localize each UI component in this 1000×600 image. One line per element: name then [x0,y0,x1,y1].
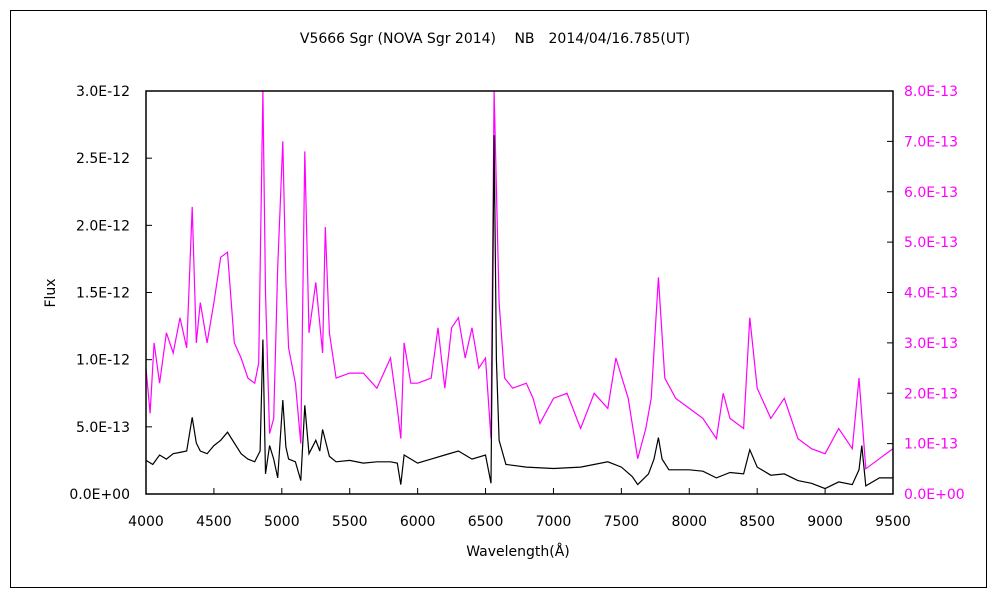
y-left-tick-label: 2.0E-12 [76,218,130,234]
x-tick-label: 4000 [128,514,164,530]
chart-title: V5666 Sgr (NOVA Sgr 2014) NB 2014/04/16.… [300,31,690,47]
chart-frame [10,10,987,588]
y-right-tick-label: 8.0E-13 [904,84,958,100]
y-left-tick-label: 3.0E-12 [76,84,130,100]
y-axis-label: Flux [43,278,59,307]
plot-area [145,90,894,495]
x-tick-label: 4500 [196,514,232,530]
x-tick-label: 8000 [671,514,707,530]
x-axis-label: Wavelength(Å) [466,543,570,560]
y-left-tick-label: 0.0E+00 [69,487,130,503]
x-tick-label: 6000 [400,514,436,530]
x-tick-label: 5000 [264,514,300,530]
y-left-tick-label: 1.0E-12 [76,353,130,369]
series-line-left-black [145,135,893,490]
y-right-tick-label: 0.0E+00 [904,487,965,503]
y-left-tick-label: 2.5E-12 [76,151,130,167]
x-tick-label: 7000 [536,514,572,530]
y-right-tick-label: 5.0E-13 [904,235,958,251]
y-right-tick-label: 6.0E-13 [904,185,958,201]
x-tick-label: 9000 [807,514,843,530]
y-right-tick-label: 4.0E-13 [904,286,958,302]
y-right-tick-label: 3.0E-13 [904,336,958,352]
y-right-tick-label: 7.0E-13 [904,134,958,150]
x-tick-label: 7500 [604,514,640,530]
x-tick-label: 8500 [739,514,775,530]
y-left-tick-label: 1.5E-12 [76,286,130,302]
x-tick-label: 6500 [468,514,504,530]
x-tick-label: 5500 [332,514,368,530]
y-left-tick-label: 5.0E-13 [76,420,130,436]
y-right-tick-label: 1.0E-13 [904,437,958,453]
y-right-tick-label: 2.0E-13 [904,386,958,402]
x-tick-label: 9500 [875,514,911,530]
series-line-right-magenta [145,90,894,470]
